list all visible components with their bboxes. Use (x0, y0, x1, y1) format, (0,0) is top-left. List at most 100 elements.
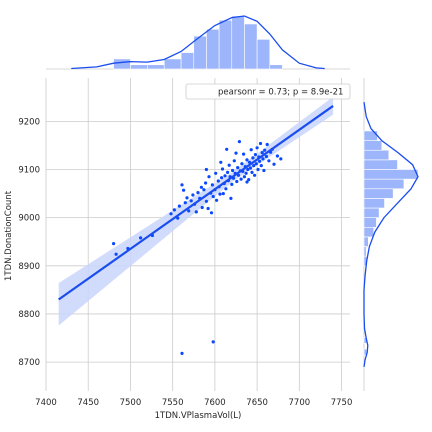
y-hist-bar (363, 207, 380, 218)
data-point (242, 152, 246, 156)
data-point (169, 212, 173, 216)
data-point (250, 170, 254, 174)
grid-lines (45, 78, 350, 391)
x-hist-bar (218, 19, 233, 70)
data-point (214, 171, 218, 175)
data-point (254, 162, 258, 166)
data-point (251, 156, 255, 160)
y-hist-bar (363, 236, 369, 247)
regression-line (58, 105, 334, 301)
data-point (275, 154, 279, 158)
y-tick-label: 8700 (18, 358, 40, 368)
y-hist-bar (363, 226, 375, 238)
data-point (223, 174, 227, 178)
data-point (258, 159, 262, 163)
x-hist-bar (147, 64, 165, 70)
data-point (264, 154, 268, 159)
y-hist-bar (363, 130, 378, 141)
data-point (206, 206, 210, 211)
data-point (220, 176, 224, 180)
x-tick-label: 7600 (204, 398, 226, 408)
data-point (253, 153, 257, 157)
data-point (209, 211, 214, 215)
data-point (112, 242, 116, 246)
data-point (253, 173, 257, 177)
x-kde-curve (71, 15, 325, 70)
y-hist-bar (363, 149, 390, 161)
marginal-x-histogram (46, 15, 350, 70)
y-tick-labels: 8700 8800 8900 9000 9100 9200 (18, 117, 40, 368)
data-point (272, 162, 276, 166)
data-point (196, 191, 200, 195)
data-point (204, 167, 208, 172)
data-point (211, 340, 215, 344)
data-point (172, 208, 176, 212)
y-tick-label: 9100 (18, 165, 40, 175)
data-point (210, 183, 214, 187)
data-point (180, 351, 184, 355)
data-point (225, 147, 229, 151)
data-point (199, 185, 203, 189)
data-point (194, 210, 198, 214)
y-hist-bar (363, 159, 398, 170)
data-point (139, 236, 143, 240)
data-point (216, 179, 220, 183)
y-hist-bar (363, 140, 383, 151)
x-hist-bar (244, 23, 258, 70)
x-hist-bar (180, 52, 195, 70)
scatter-plot-area: 7400 7450 7500 7550 7600 7650 7700 7750 8700 880… (4, 78, 352, 421)
x-hist-bar (193, 35, 207, 70)
y-hist-bar (363, 198, 385, 209)
x-tick-label: 7400 (35, 398, 57, 408)
x-hist-bar (163, 58, 182, 70)
data-point (180, 183, 184, 187)
x-hist-bar (269, 64, 283, 70)
marginal-y-histogram (363, 78, 419, 391)
data-point (248, 166, 252, 170)
data-point (259, 164, 263, 168)
x-axis-title: 1TDN.VPlasmaVol(L) (155, 411, 242, 421)
data-point (182, 188, 186, 192)
data-point (200, 205, 204, 210)
data-point (229, 196, 233, 200)
regression-line-group (58, 105, 334, 301)
data-point (221, 192, 225, 196)
data-point (261, 157, 265, 161)
x-tick-labels: 7400 7450 7500 7550 7600 7650 7700 7750 (35, 398, 352, 408)
data-point (226, 170, 230, 174)
x-tick-label: 7500 (120, 398, 142, 408)
data-point (262, 168, 266, 173)
data-point (227, 163, 231, 167)
data-point (239, 177, 243, 181)
y-tick-label: 8800 (18, 310, 40, 320)
data-point (245, 180, 249, 184)
data-point (252, 164, 256, 168)
data-point (207, 175, 211, 179)
data-point (219, 160, 223, 164)
data-point (258, 141, 263, 146)
y-tick-label: 8900 (18, 262, 40, 272)
data-point (246, 167, 250, 172)
data-point (215, 198, 219, 202)
data-point (260, 151, 264, 155)
data-point (218, 192, 222, 196)
y-hist-bar (363, 217, 377, 228)
data-point (240, 162, 244, 166)
data-point (263, 148, 267, 152)
y-hist-bar (363, 246, 367, 257)
data-point (230, 182, 234, 186)
data-point (232, 159, 236, 163)
data-point (114, 252, 118, 256)
legend-box: pearsonr = 0.73; p = 8.9e-21 (185, 83, 351, 100)
data-point (202, 188, 206, 192)
data-point (247, 178, 251, 182)
legend-frame (185, 83, 351, 100)
x-tick-label: 7700 (289, 398, 311, 408)
data-point (279, 157, 283, 161)
data-point (204, 181, 208, 185)
data-point (191, 193, 195, 197)
data-point (183, 201, 187, 205)
data-point (224, 187, 228, 191)
data-point (237, 140, 241, 144)
